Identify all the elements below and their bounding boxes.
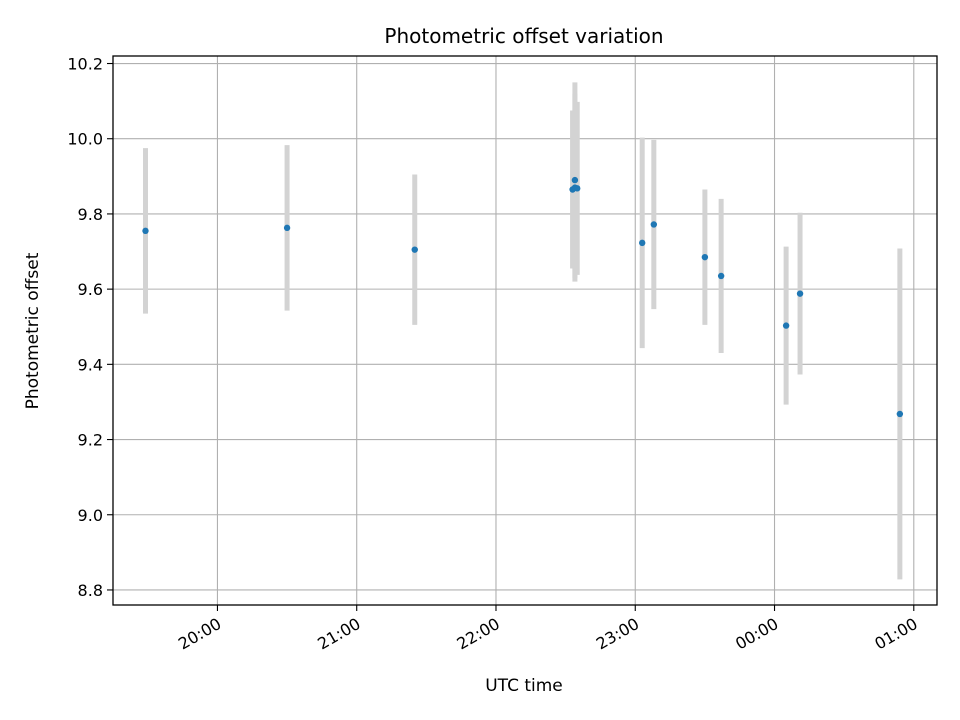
x-tick-label: 01:00: [871, 614, 920, 654]
y-tick-label: 9.8: [78, 205, 103, 224]
y-tick-label: 8.8: [78, 581, 103, 600]
data-point: [782, 322, 790, 329]
data-point: [571, 176, 579, 184]
data-point: [411, 246, 418, 253]
data-point: [717, 272, 725, 280]
data-point: [701, 253, 709, 261]
data-point: [283, 224, 291, 232]
error-bars: [142, 82, 903, 580]
y-tick-label: 9.6: [78, 280, 103, 299]
y-tick-label: 9.2: [78, 431, 103, 450]
y-tick-label: 9.0: [78, 506, 103, 525]
data-point: [142, 227, 149, 235]
data-point: [639, 239, 646, 247]
x-tick-label: 20:00: [175, 614, 224, 654]
x-tick-label: 23:00: [593, 614, 642, 654]
y-axis: 8.8 9.0 9.2 9.4 9.6 9.8 10.0 10.2: [67, 55, 113, 600]
data-point: [650, 221, 658, 228]
x-tick-label: 00:00: [732, 614, 781, 654]
plot-frame: [112, 55, 938, 606]
data-point: [896, 410, 904, 418]
chart-title: Photometric offset variation: [384, 24, 663, 48]
data-points: [142, 176, 904, 418]
data-point: [574, 185, 581, 192]
grid: [113, 56, 937, 605]
x-tick-label: 21:00: [314, 614, 363, 654]
y-axis-label: Photometric offset: [23, 252, 43, 409]
x-axis-label: UTC time: [485, 676, 563, 696]
y-tick-label: 10.0: [67, 130, 103, 149]
y-tick-label: 10.2: [67, 55, 103, 74]
x-axis: 20:00 21:00 22:00 23:00 00:00 01:00: [175, 605, 921, 654]
data-point: [796, 290, 804, 297]
x-tick-label: 22:00: [454, 614, 503, 654]
y-tick-label: 9.4: [78, 355, 103, 374]
